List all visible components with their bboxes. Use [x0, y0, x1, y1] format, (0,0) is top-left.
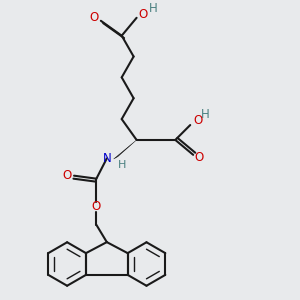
- Text: H: H: [148, 2, 157, 15]
- Text: O: O: [194, 151, 203, 164]
- Text: H: H: [201, 108, 209, 121]
- Polygon shape: [114, 140, 136, 159]
- Text: O: O: [194, 114, 203, 127]
- Text: O: O: [90, 11, 99, 24]
- Text: O: O: [138, 8, 147, 21]
- Text: N: N: [102, 152, 111, 165]
- Text: H: H: [118, 160, 126, 170]
- Text: O: O: [63, 169, 72, 182]
- Text: O: O: [92, 200, 101, 214]
